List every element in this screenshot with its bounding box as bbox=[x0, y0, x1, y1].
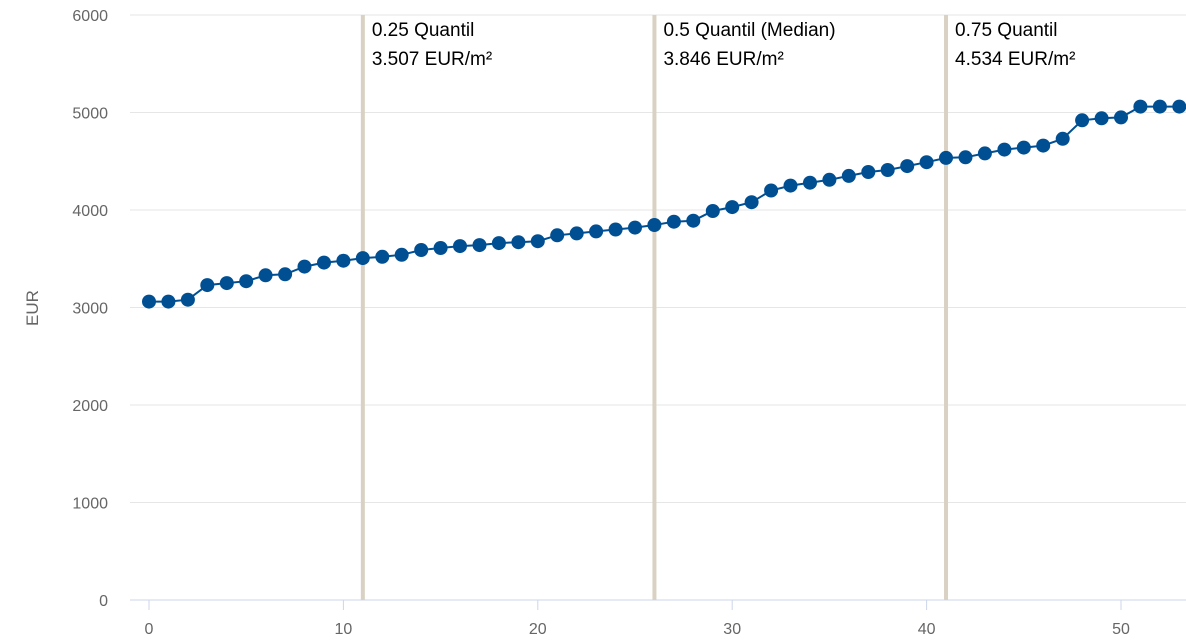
data-point[interactable] bbox=[414, 243, 429, 257]
x-tick-label: 30 bbox=[723, 621, 741, 638]
data-point[interactable] bbox=[725, 200, 740, 215]
quantile-label: 0.5 Quantil (Median) bbox=[663, 20, 835, 41]
data-point[interactable] bbox=[1036, 138, 1051, 153]
data-point[interactable] bbox=[666, 214, 681, 229]
data-point[interactable] bbox=[997, 142, 1012, 157]
data-point[interactable] bbox=[180, 292, 195, 307]
data-point[interactable] bbox=[530, 234, 545, 249]
y-tick-label: 3000 bbox=[72, 301, 108, 318]
data-point[interactable] bbox=[491, 236, 506, 251]
data-point[interactable] bbox=[219, 276, 234, 291]
x-tick-label: 0 bbox=[145, 621, 154, 638]
data-point[interactable] bbox=[900, 159, 915, 174]
data-point[interactable] bbox=[511, 235, 526, 250]
data-point[interactable] bbox=[958, 150, 973, 165]
x-tick-label: 10 bbox=[335, 621, 353, 638]
data-point[interactable] bbox=[317, 255, 331, 270]
quantile-value: 3.507 EUR/m² bbox=[372, 49, 492, 70]
data-point[interactable] bbox=[1114, 110, 1128, 125]
data-point[interactable] bbox=[744, 195, 759, 210]
data-point[interactable] bbox=[841, 168, 856, 183]
data-point[interactable] bbox=[394, 247, 409, 262]
y-tick-label: 4000 bbox=[72, 203, 108, 220]
data-point[interactable] bbox=[686, 213, 701, 228]
data-point[interactable] bbox=[628, 220, 642, 235]
data-point[interactable] bbox=[433, 241, 448, 255]
y-axis-title: EUR bbox=[23, 290, 42, 326]
y-tick-label: 1000 bbox=[72, 496, 108, 513]
data-point[interactable] bbox=[705, 204, 720, 218]
data-point[interactable] bbox=[1055, 131, 1070, 146]
y-tick-label: 0 bbox=[99, 593, 108, 610]
x-tick-label: 50 bbox=[1112, 621, 1130, 638]
y-tick-label: 6000 bbox=[72, 8, 108, 25]
data-point[interactable] bbox=[589, 224, 604, 239]
data-point[interactable] bbox=[375, 249, 390, 264]
data-point[interactable] bbox=[355, 251, 370, 266]
y-axis: 0 1000 2000 3000 4000 5000 6000 bbox=[72, 8, 108, 610]
quantile-label: 0.25 Quantil bbox=[372, 20, 474, 41]
x-axis: 0 10 20 30 40 50 bbox=[130, 599, 1186, 638]
data-point[interactable] bbox=[200, 278, 215, 293]
data-point[interactable] bbox=[939, 150, 953, 165]
data-point[interactable] bbox=[861, 165, 876, 179]
data-point[interactable] bbox=[783, 178, 798, 193]
grid-lines bbox=[130, 14, 1186, 503]
data-point[interactable] bbox=[550, 228, 565, 243]
data-point[interactable] bbox=[297, 259, 312, 274]
data-point[interactable] bbox=[764, 183, 779, 198]
data-point[interactable] bbox=[142, 294, 156, 309]
data-point[interactable] bbox=[1075, 113, 1090, 128]
quantile-label: 0.75 Quantil bbox=[955, 20, 1057, 41]
data-point[interactable] bbox=[880, 163, 895, 177]
y-tick-label: 2000 bbox=[72, 398, 108, 415]
data-point[interactable] bbox=[1094, 111, 1109, 126]
data-point[interactable] bbox=[1172, 99, 1186, 114]
y-tick-label: 5000 bbox=[72, 106, 108, 123]
x-tick-label: 40 bbox=[918, 621, 936, 638]
data-point[interactable] bbox=[647, 218, 662, 232]
data-point[interactable] bbox=[472, 238, 487, 253]
data-point[interactable] bbox=[1016, 140, 1031, 155]
quantile-value: 3.846 EUR/m² bbox=[663, 49, 783, 70]
data-point[interactable] bbox=[822, 172, 837, 187]
series-price bbox=[142, 99, 1186, 309]
data-point[interactable] bbox=[336, 253, 351, 268]
data-point[interactable] bbox=[803, 175, 817, 190]
quantile-markers: 0.25 Quantil 3.507 EUR/m² 0.5 Quantil (Med… bbox=[360, 15, 1075, 600]
data-point[interactable] bbox=[977, 146, 992, 161]
data-point[interactable] bbox=[1152, 99, 1167, 114]
data-point[interactable] bbox=[569, 226, 584, 241]
data-point[interactable] bbox=[453, 239, 467, 254]
data-point[interactable] bbox=[161, 294, 176, 309]
quantile-value: 4.534 EUR/m² bbox=[955, 49, 1075, 70]
data-point[interactable] bbox=[919, 155, 934, 170]
x-tick-label: 20 bbox=[529, 621, 547, 638]
data-point[interactable] bbox=[239, 274, 254, 289]
data-point[interactable] bbox=[258, 268, 273, 283]
data-point[interactable] bbox=[1133, 99, 1148, 114]
data-point[interactable] bbox=[278, 267, 293, 282]
data-point[interactable] bbox=[608, 222, 623, 237]
